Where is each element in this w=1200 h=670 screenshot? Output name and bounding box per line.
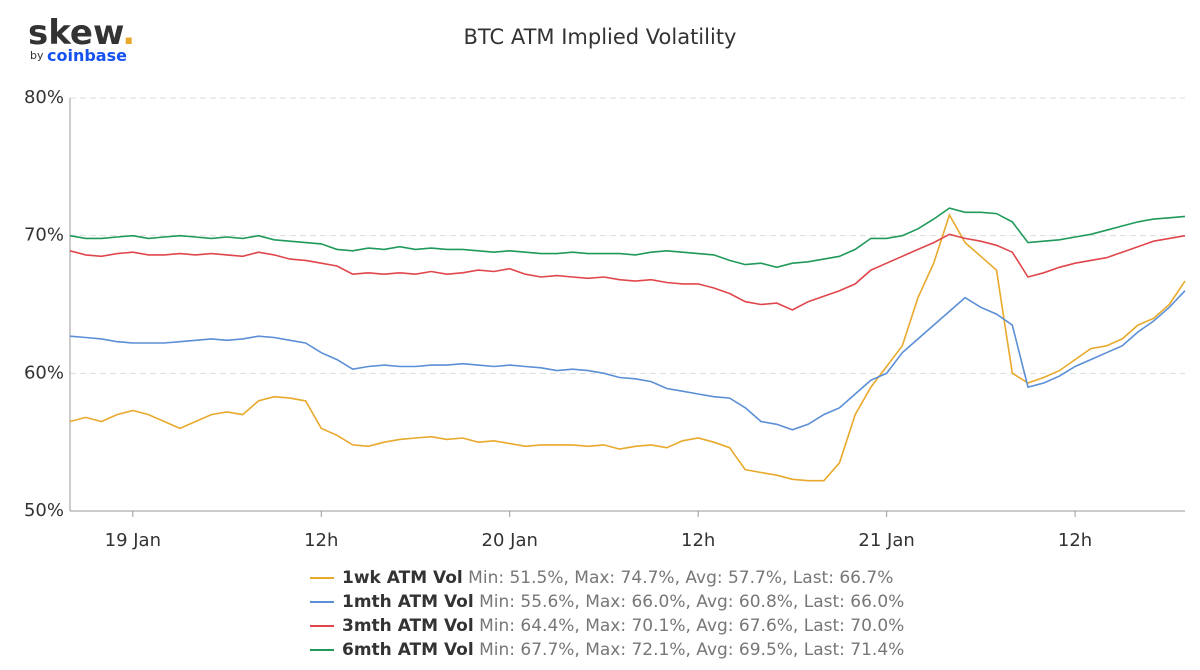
x-tick-label: 19 Jan — [105, 530, 161, 551]
x-tick-label: 20 Jan — [482, 530, 538, 551]
y-tick-label: 70% — [24, 225, 64, 246]
series-line — [69, 207, 1186, 269]
logo: skew. — [28, 13, 135, 53]
byline-brand: coinbase — [47, 46, 127, 65]
y-tick-label: 60% — [24, 362, 64, 383]
x-tick-label: 12h — [304, 530, 338, 551]
series-line — [69, 213, 1186, 482]
byline-by: by — [30, 49, 44, 62]
legend-entry: 1mth ATM Vol Min: 55.6%, Max: 66.0%, Avg… — [342, 592, 904, 612]
series-line — [69, 233, 1186, 311]
legend-summary: Min: 55.6%, Max: 66.0%, Avg: 60.8%, Last… — [479, 592, 904, 612]
legend-entry: 3mth ATM Vol Min: 64.4%, Max: 70.1%, Avg… — [342, 616, 904, 636]
logo-dot: . — [122, 13, 135, 53]
chart-title: BTC ATM Implied Volatility — [464, 25, 737, 49]
y-tick-label: 80% — [24, 87, 64, 108]
logo-brand: skew — [28, 13, 124, 53]
legend-summary: Min: 64.4%, Max: 70.1%, Avg: 67.6%, Last… — [479, 616, 904, 636]
legend-entry: 1wk ATM Vol Min: 51.5%, Max: 74.7%, Avg:… — [342, 568, 893, 588]
legend-entry: 6mth ATM Vol Min: 67.7%, Max: 72.1%, Avg… — [342, 640, 904, 660]
legend-name: 1wk ATM Vol — [342, 568, 463, 588]
legend-name: 1mth ATM Vol — [342, 592, 474, 612]
y-tick-label: 50% — [24, 500, 64, 521]
x-tick-label: 12h — [681, 530, 715, 551]
x-tick-label: 12h — [1058, 530, 1092, 551]
legend-name: 6mth ATM Vol — [342, 640, 474, 660]
legend-summary: Min: 51.5%, Max: 74.7%, Avg: 57.7%, Last… — [468, 568, 893, 588]
series-line — [69, 290, 1186, 431]
legend-summary: Min: 67.7%, Max: 72.1%, Avg: 69.5%, Last… — [479, 640, 904, 660]
x-tick-label: 21 Jan — [858, 530, 914, 551]
legend-name: 3mth ATM Vol — [342, 616, 474, 636]
byline: by coinbase — [30, 46, 127, 65]
